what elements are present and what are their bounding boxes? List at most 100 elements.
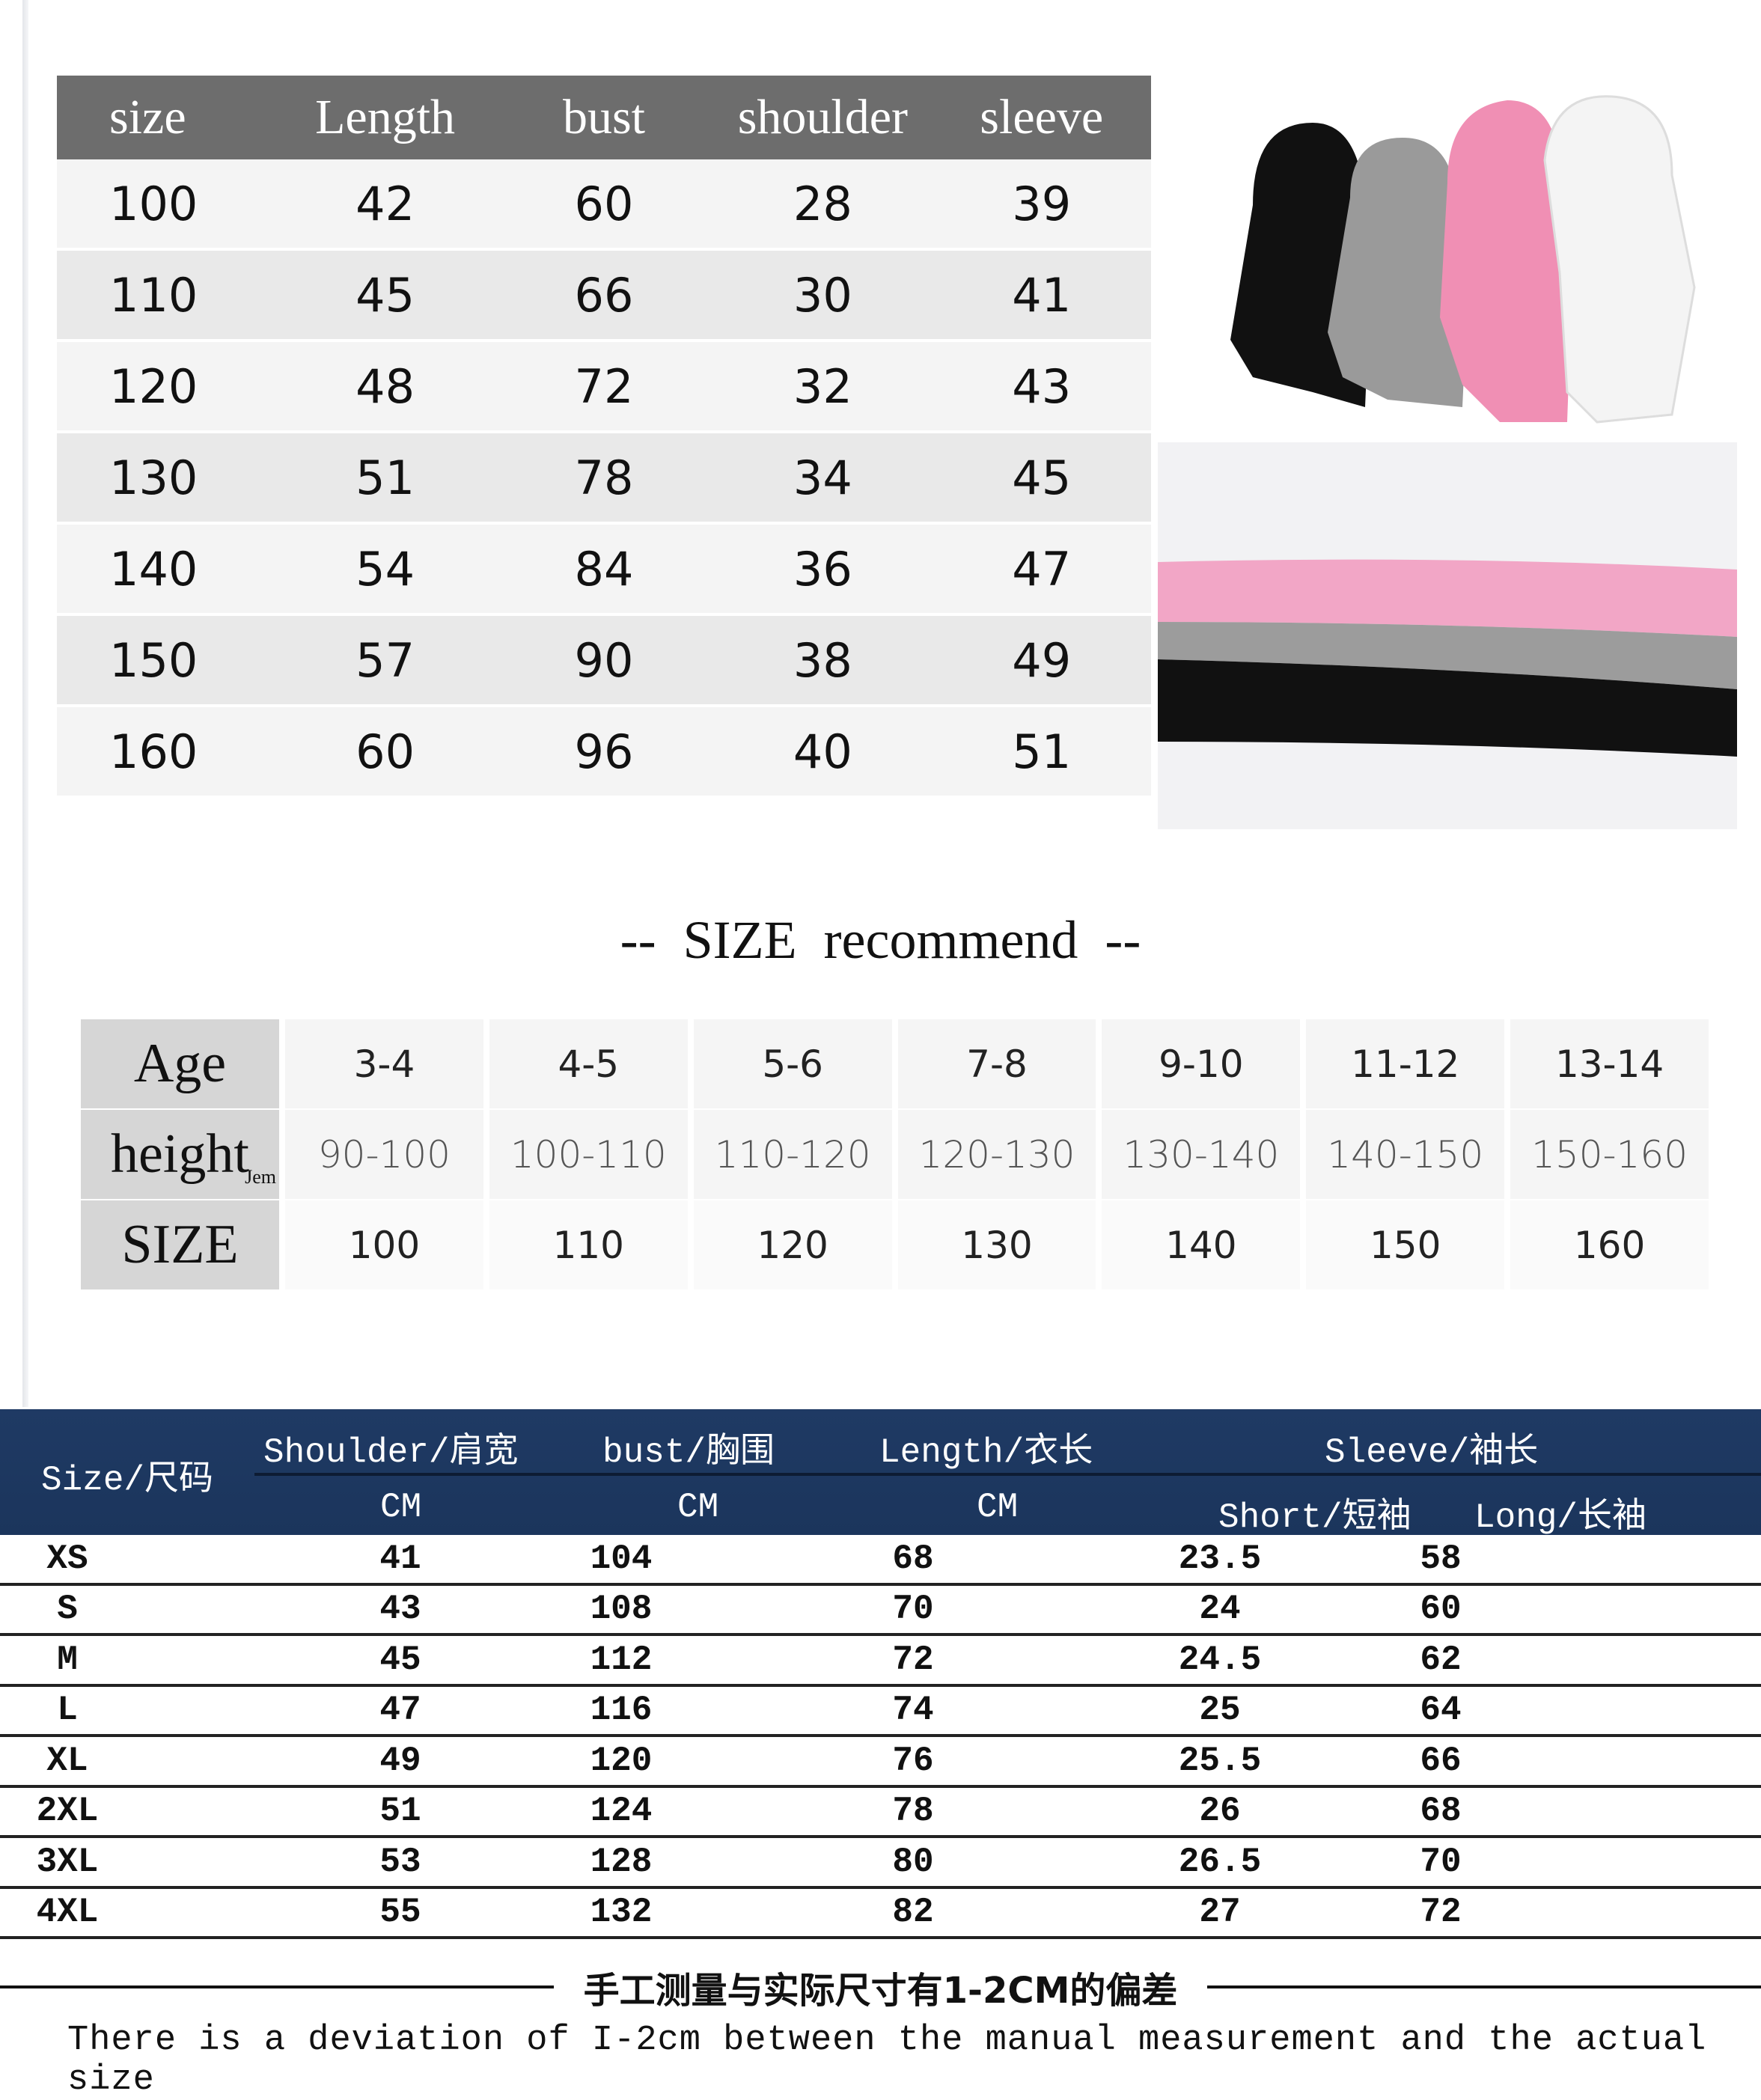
table-cell: 25.5 [1178,1741,1262,1780]
table-cell: 84 [574,541,634,596]
size-cell: 120 [693,1200,892,1289]
table-cell: 55 [379,1893,421,1932]
table-cell: 34 [793,450,852,505]
table-cell: 104 [590,1539,653,1578]
table-cell: 40 [793,724,852,779]
table-cell: 28 [793,176,852,231]
table-cell: 41 [1012,267,1072,323]
size-label: SIZE [81,1200,279,1289]
table-cell: 108 [590,1590,653,1629]
table-cell: 60 [355,724,415,779]
table-cell: 41 [379,1539,421,1578]
unit-bust: CM [677,1488,719,1527]
hoodies-product-photo [1230,95,1696,424]
table-row: 120 48 72 32 43 [57,342,1151,433]
header-size: Size/尺码 [41,1461,214,1500]
table-row: 2XL 51 124 78 26 68 [0,1788,1761,1838]
table-cell: 24.5 [1178,1640,1262,1679]
header-cell: Length [315,90,456,144]
table-cell: 49 [379,1741,421,1780]
table-row: XL 49 120 76 25.5 66 [0,1737,1761,1788]
table-cell: 110 [109,267,198,323]
table-cell: 120 [109,358,198,414]
size-cell: 160 [1510,1200,1709,1289]
table-row: XS 41 104 68 23.5 58 [0,1535,1761,1586]
table-cell: 25 [1199,1691,1241,1730]
header-cell: shoulder [737,90,909,144]
table-row: 3XL 53 128 80 26.5 70 [0,1838,1761,1889]
height-cell: 130-140 [1102,1110,1301,1199]
deviation-note-en: There is a deviation of I-2cm between th… [67,2021,1707,2100]
table-cell: S [57,1590,78,1629]
table-row: 4XL 55 132 82 27 72 [0,1889,1761,1939]
table-cell: 72 [574,358,634,414]
table-cell: 66 [574,267,634,323]
table-cell: 60 [1420,1590,1462,1629]
table-cell: 4XL [36,1893,99,1932]
table-cell: 54 [355,541,415,596]
divider-line [1207,1985,1761,1988]
table-cell: 96 [574,724,634,779]
height-unit: Jem [245,1166,276,1188]
table-cell: 45 [355,267,415,323]
header-bust: bust/胸围 [602,1433,775,1472]
height-label: height Jem [81,1110,279,1199]
header-divider [254,1473,1761,1476]
deviation-note-cn-row: 手工测量与实际尺寸有1-2CM的偏差 [0,1961,1761,2013]
table-cell: 30 [793,267,852,323]
table-cell: 72 [892,1640,934,1679]
height-cell: 90-100 [285,1110,483,1199]
table-cell: 36 [793,541,852,596]
size-recommend-title: -- SIZE recommend -- [620,910,1141,970]
table-cell: 76 [892,1741,934,1780]
size-row: SIZE 100 110 120 130 140 150 160 [81,1200,1715,1289]
age-cell: 9-10 [1102,1019,1301,1108]
header-cell: bust [562,90,645,144]
table-cell: 57 [355,632,415,688]
table-cell: 82 [892,1893,934,1932]
table-cell: 70 [1420,1842,1462,1881]
table-cell: 66 [1420,1741,1462,1780]
table-cell: 47 [1012,541,1072,596]
table-cell: 51 [379,1792,421,1831]
table-cell: 140 [109,541,198,596]
height-cell: 150-160 [1510,1110,1709,1199]
table-cell: 80 [892,1842,934,1881]
height-cell: 120-130 [897,1110,1096,1199]
table-cell: 90 [574,632,634,688]
white-hoodie [1543,95,1696,424]
table-row: 140 54 84 36 47 [57,525,1151,616]
divider-line [0,1985,554,1988]
table-row: 130 51 78 34 45 [57,433,1151,525]
table-cell: 42 [355,176,415,231]
deviation-note-cn: 手工测量与实际尺寸有1-2CM的偏差 [583,1970,1178,2012]
table-cell: 68 [1420,1792,1462,1831]
table-cell: 26 [1199,1792,1241,1831]
table-cell: 47 [379,1691,421,1730]
table-cell: 112 [590,1640,653,1679]
table-cell: 130 [109,450,198,505]
table-cell: 23.5 [1178,1539,1262,1578]
table-cell: M [57,1640,78,1679]
table-row: 160 60 96 40 51 [57,707,1151,799]
table-cell: 48 [355,358,415,414]
kids-table-header: size Length bust shoulder sleeve [57,76,1151,159]
table-cell: 124 [590,1792,653,1831]
height-cell: 140-150 [1306,1110,1505,1199]
table-cell: 128 [590,1842,653,1881]
table-cell: 39 [1012,176,1072,231]
adult-table-header: Size/尺码 Shoulder/肩宽 bust/胸围 Length/衣长 Sl… [0,1409,1761,1537]
table-cell: 116 [590,1691,653,1730]
table-row: L 47 116 74 25 64 [0,1687,1761,1737]
unit-length: CM [977,1488,1019,1527]
fabric-swatches-photo [1158,442,1737,829]
table-cell: 3XL [36,1842,99,1881]
table-cell: 78 [892,1792,934,1831]
table-cell: 62 [1420,1640,1462,1679]
height-row: height Jem 90-100 100-110 110-120 120-130 130-… [81,1110,1715,1199]
header-short-sleeve: Short/短袖 [1218,1498,1411,1537]
table-cell: 160 [109,724,198,779]
table-cell: 74 [892,1691,934,1730]
kids-size-table: size Length bust shoulder sleeve 100 42 60 28 39… [57,76,1151,799]
age-row: Age 3-4 4-5 5-6 7-8 9-10 11-12 13-14 [81,1019,1715,1108]
